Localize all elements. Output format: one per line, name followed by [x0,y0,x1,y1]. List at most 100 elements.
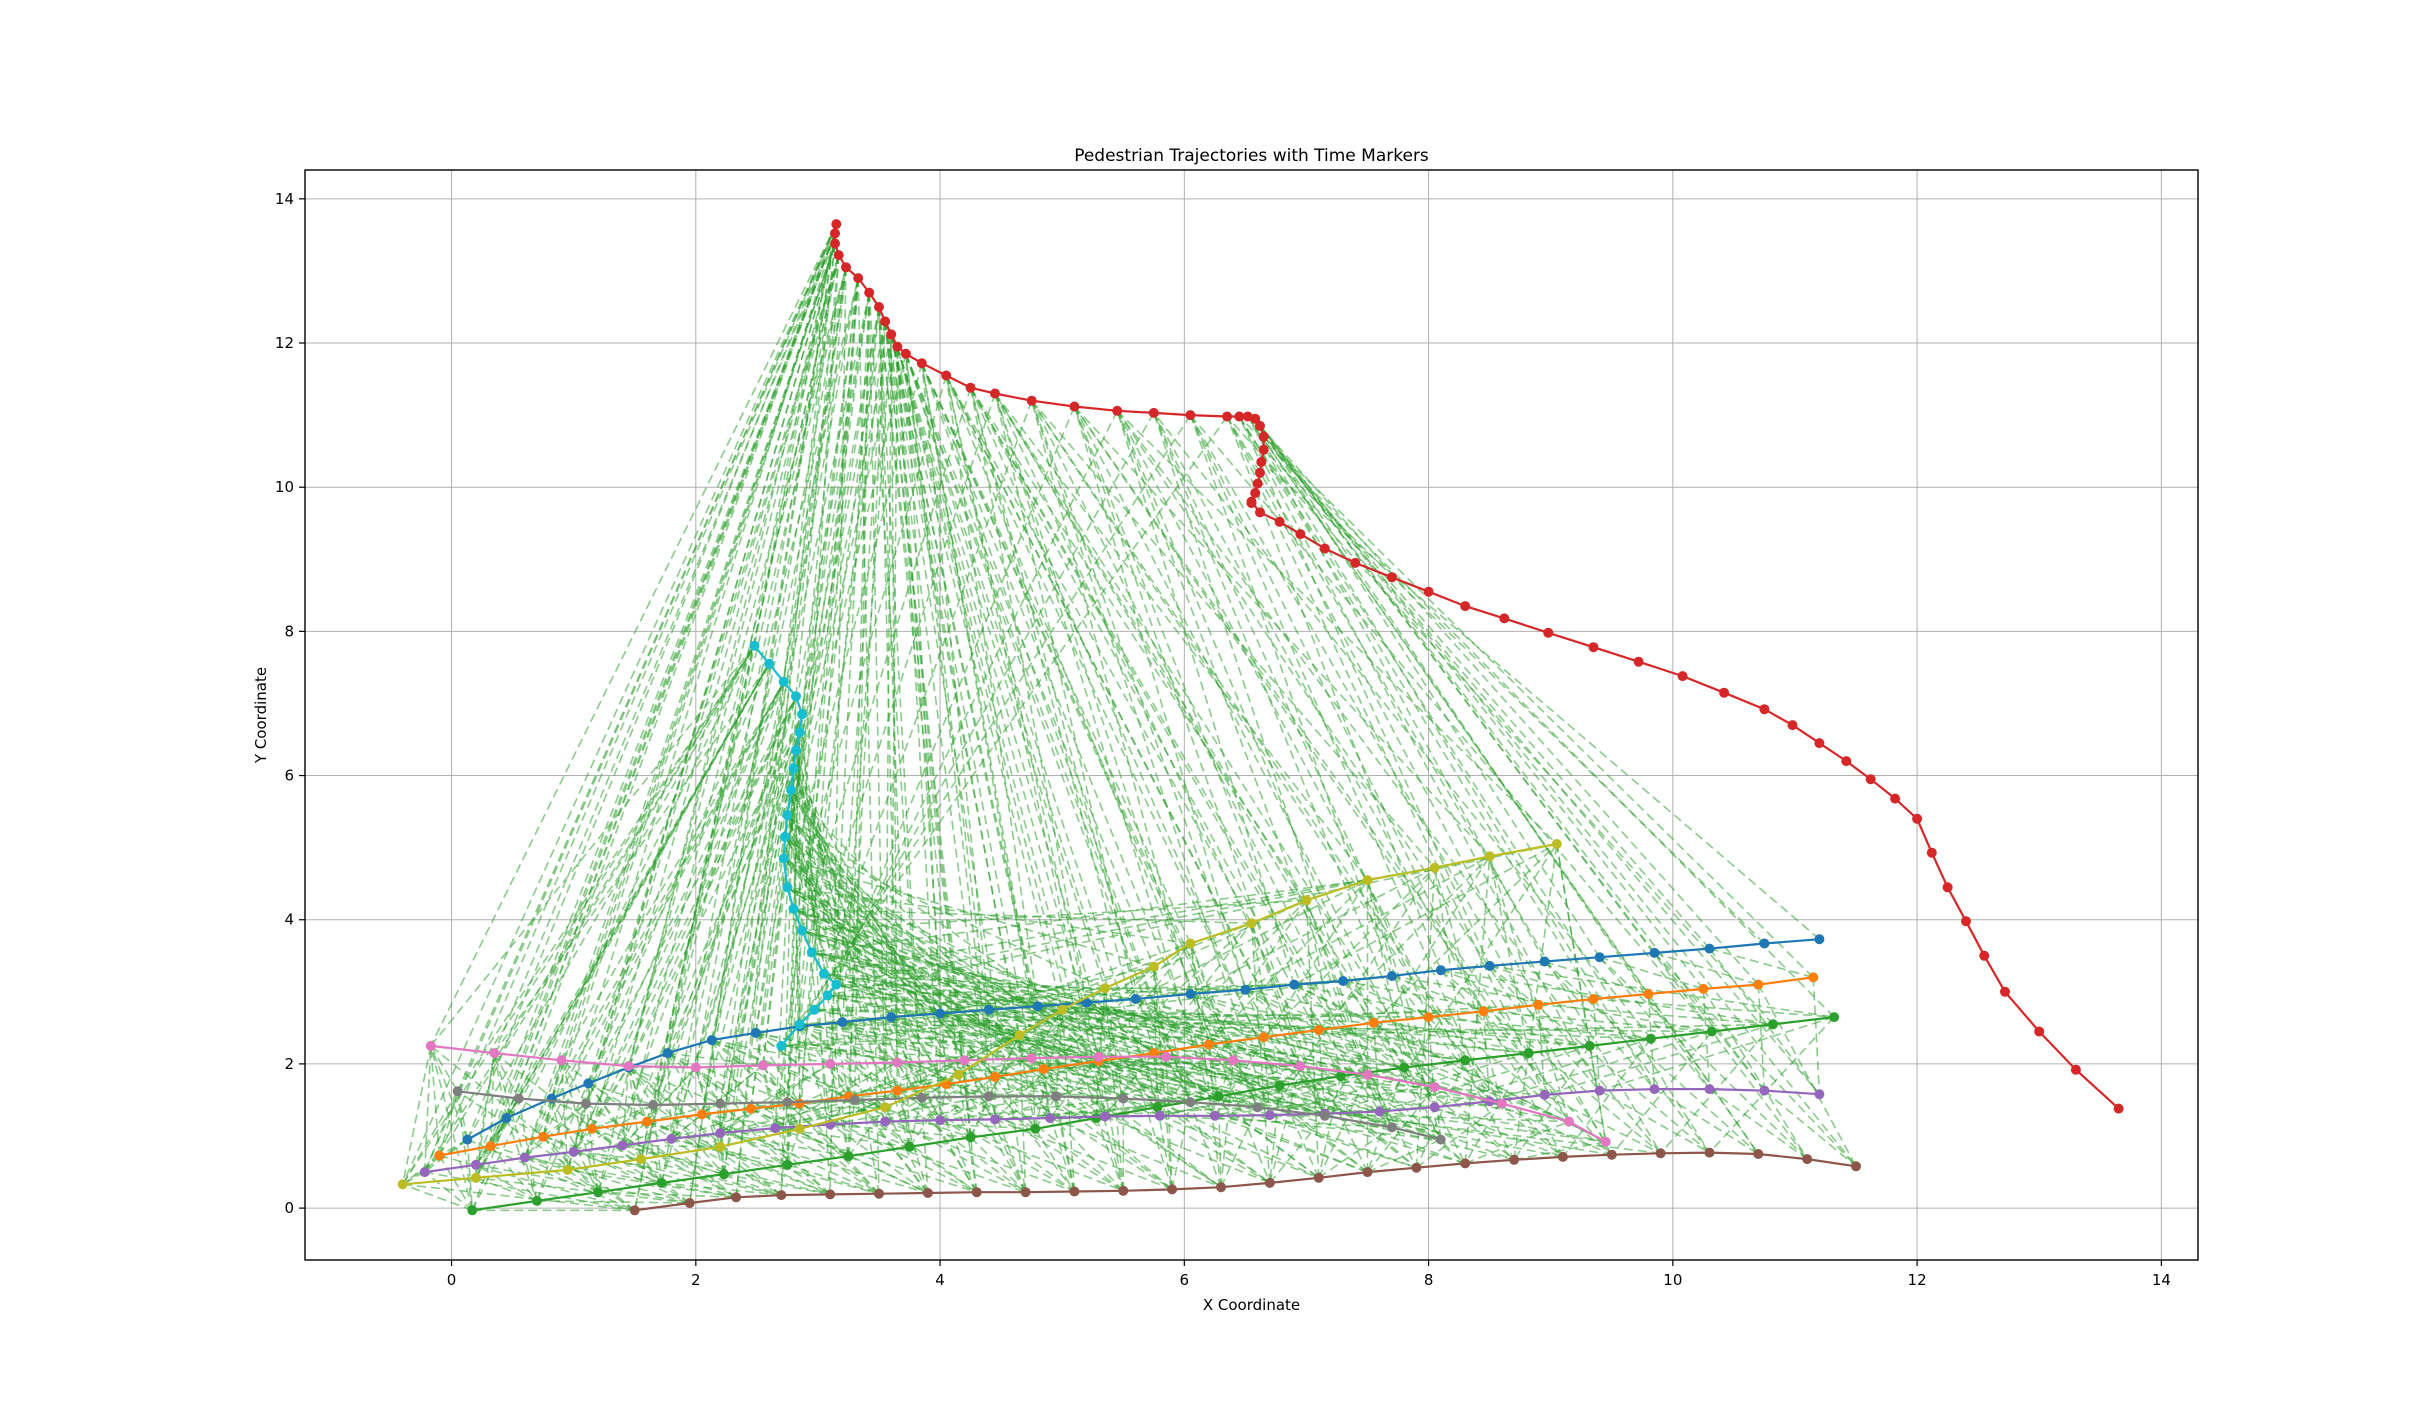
trajectory-point [1295,1061,1306,1072]
time-link [905,353,996,1077]
time-link [1116,410,1558,845]
trajectory-point [1768,1019,1778,1030]
time-link [1049,942,1192,1119]
time-link [1538,1004,1774,1026]
time-link [1061,1009,1076,1192]
time-link [884,1095,1057,1123]
time-link [1095,1056,1100,1119]
y-tick-label: 12 [275,334,294,352]
trajectory-point [1289,979,1300,990]
time-link [1189,414,1613,1156]
time-link [827,994,1590,1047]
time-marker-links [401,223,1857,1212]
time-link [719,1132,929,1194]
trajectory-point [715,1098,726,1109]
trajectory-point [1704,1084,1715,1095]
time-link [786,814,1033,1059]
time-link [750,1107,929,1194]
time-link [782,353,907,859]
time-link [550,1098,599,1193]
time-link [1305,900,1342,1077]
time-link [1259,425,1759,986]
time-link [430,1045,459,1092]
trajectory-point [715,1128,726,1139]
time-link [475,233,836,1166]
trajectory-point [1014,1030,1025,1041]
trajectory-point [892,341,903,352]
time-link [591,254,840,1130]
time-link [661,1182,782,1196]
trajectory-point [1099,1111,1110,1122]
trajectory-point [1841,756,1852,767]
time-link [524,1098,553,1158]
time-link [1104,1115,1271,1184]
time-link [1293,843,1558,986]
time-link [890,334,1033,1059]
trajectory-point [990,1071,1000,1082]
trajectory-point [886,1012,897,1023]
time-link [1654,952,1759,986]
time-link [402,645,756,1185]
trajectory-point [2070,1064,2081,1075]
time-link [827,994,1606,1143]
time-link [1098,1060,1106,1117]
time-link [786,814,1076,1192]
time-link [628,1066,725,1175]
chart-title: Pedestrian Trajectories with Time Marker… [1074,146,1429,166]
time-link [787,886,1191,945]
trajectory-point [841,262,851,273]
time-link [666,277,859,1054]
time-link [1537,1004,1546,1095]
time-link [921,362,1192,944]
time-link [1318,1029,1466,1164]
time-link [1366,1086,1436,1173]
time-link [853,1099,929,1194]
trajectory-point [1633,656,1644,667]
time-link [1250,923,1271,1183]
trajectory-point [1295,529,1306,540]
trajectory-point [849,1095,860,1105]
time-link [1488,856,1570,1122]
time-link [799,1128,880,1195]
time-link [1269,867,1436,1116]
time-link [823,973,1271,1116]
trajectory-point [1118,1093,1129,1104]
time-link [588,1082,654,1106]
trajectory-point [1255,420,1265,431]
time-link [782,243,836,682]
time-link [836,983,1529,1054]
time-link [1238,416,1595,1000]
time-link [781,1045,1545,1096]
time-link [475,1164,690,1204]
trajectory-point [794,1123,805,1134]
time-link [848,1155,929,1194]
time-link [884,1120,1075,1193]
trajectory-point [706,1035,717,1046]
time-link [896,346,947,1085]
trajectory-point [1564,1116,1574,1127]
time-link [1263,436,1821,1095]
time-link [798,732,880,1194]
trajectory-point [1643,989,1654,999]
time-link [567,1169,599,1193]
time-link [1489,965,1594,1000]
time-link [1599,956,1808,1160]
time-link [827,983,1295,997]
trajectory-point [1152,1102,1163,1113]
trajectory-point [1759,938,1770,949]
time-link [701,277,859,1115]
time-link [640,1158,782,1196]
time-link [475,1052,496,1178]
time-link [896,346,1100,1057]
trajectory-point [819,968,829,979]
time-link [1153,412,1344,982]
time-link [798,277,859,733]
time-link [885,1120,1036,1130]
trajectory-point [562,1164,573,1175]
time-link [963,1059,1027,1193]
time-link [1263,436,1711,950]
time-link [1238,415,1835,1018]
trajectory-point [874,1188,884,1199]
time-link [793,908,1271,1184]
time-link [1263,1036,1417,1169]
